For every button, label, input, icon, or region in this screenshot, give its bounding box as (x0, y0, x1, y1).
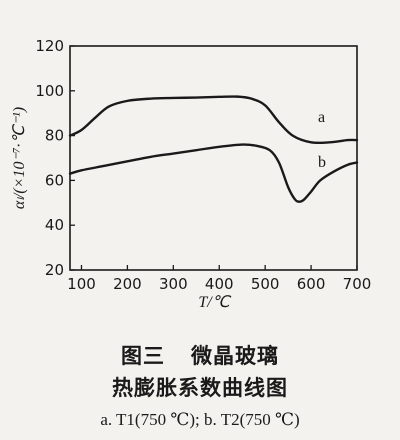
x-tick-label: 400 (205, 275, 234, 293)
x-tick-label: 600 (297, 275, 326, 293)
figure-title-line2: 热膨胀系数曲线图 (112, 376, 288, 400)
y-tick-label: 20 (45, 261, 64, 279)
x-tick-label: 200 (113, 275, 142, 293)
x-tick-label: 300 (159, 275, 188, 293)
series-line-b (68, 143, 359, 203)
y-tick-label: 120 (35, 37, 64, 55)
plot-frame (69, 45, 358, 271)
x-tick-label: 100 (67, 275, 96, 293)
x-axis-ticks: 100 200 300 400 500 600 700 (67, 265, 371, 293)
thermal-expansion-chart: 100 200 300 400 500 600 700 20 40 60 80 100 120 a b… (11, 37, 371, 311)
y-tick-label: 40 (45, 216, 64, 234)
figure-caption-line1: 图三 微晶玻璃 (0, 340, 400, 370)
series-label-a: a (318, 109, 325, 126)
y-tick-label: 80 (45, 127, 64, 145)
y-axis-label: αₗ/(×10⁻⁷·℃⁻¹) (11, 107, 28, 209)
y-axis-ticks: 20 40 60 80 100 120 (35, 37, 75, 279)
figure-title-line1: 微晶玻璃 (191, 344, 279, 368)
figure-number: 图三 (121, 344, 165, 368)
series-line-a (68, 95, 359, 145)
series-label-b: b (318, 154, 326, 171)
figure-legend-line: a. T1(750 ℃); b. T2(750 ℃) (100, 410, 300, 429)
x-tick-label: 500 (251, 275, 280, 293)
y-tick-label: 100 (35, 82, 64, 100)
series-lines (68, 95, 359, 203)
x-axis-label: T/℃ (198, 294, 231, 311)
y-tick-label: 60 (45, 171, 64, 189)
x-tick-label: 700 (343, 275, 372, 293)
